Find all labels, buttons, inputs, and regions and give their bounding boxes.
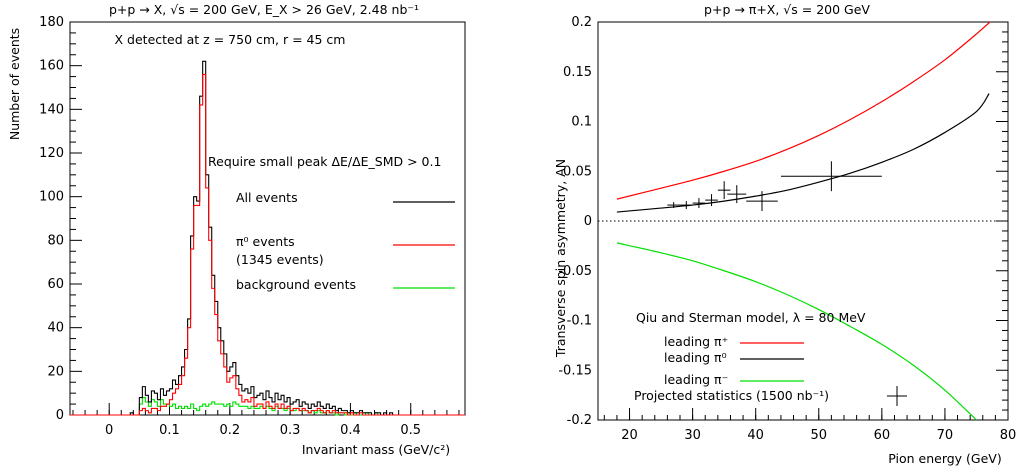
right-y-tick-label: -0.05 — [558, 264, 592, 279]
left-annotation: X detected at z = 750 cm, r = 45 cm — [115, 32, 346, 47]
projected-point — [780, 161, 882, 192]
histogram-pi0 — [70, 73, 465, 416]
right-y-tick-label: 0.15 — [563, 65, 592, 80]
right-x-tick-label: 30 — [684, 428, 701, 443]
left-x-tick-label: 0.3 — [280, 423, 301, 438]
legend-projected-label: Projected statistics (1500 nb⁻¹) — [634, 388, 829, 403]
left-y-tick-label: 0 — [56, 408, 64, 423]
right-x-tick-label: 70 — [937, 428, 954, 443]
left-y-tick-label: 140 — [39, 102, 64, 117]
right-title: p+p → π+X, √s = 200 GeV — [704, 2, 870, 17]
projected-point — [727, 185, 747, 204]
projected-point — [705, 194, 718, 207]
right-x-tick-label: 20 — [621, 428, 638, 443]
histogram-background — [70, 396, 465, 416]
left-panel: p+p → X, √s = 200 GeV, E_X > 26 GeV, 2.4… — [7, 2, 466, 457]
left-axis-ticks: 0 20 40 60 80 100 120 140 160 180 0 0.1 0.2 0.3 0.4 0.5 — [39, 15, 460, 438]
left-y-tick-label: 80 — [47, 233, 64, 248]
left-x-tick-label: 0.1 — [159, 423, 180, 438]
left-histograms — [70, 60, 465, 416]
left-y-tick-label: 20 — [47, 364, 64, 379]
right-y-tick-label: 0.1 — [571, 115, 592, 130]
legend-bg-label: background events — [236, 277, 356, 292]
curve-piplus — [616, 22, 991, 200]
left-x-tick-label: 0 — [105, 423, 113, 438]
left-y-tick-label: 180 — [39, 15, 64, 30]
left-y-tick-label: 40 — [47, 321, 64, 336]
right-legend: Qiu and Sterman model, λ = 80 MeV leadin… — [634, 310, 907, 406]
right-axis-ticks: -0.2 -0.15 -0.1 -0.05 0 0.05 0.1 0.15 0.2 20 30 40 5… — [558, 15, 1016, 443]
left-y-axis-label: Number of events — [7, 28, 22, 140]
right-x-tick-label: 40 — [747, 428, 764, 443]
left-x-tick-label: 0.5 — [400, 423, 421, 438]
left-x-axis-label: Invariant mass (GeV/c²) — [302, 442, 450, 457]
right-x-tick-label: 50 — [810, 428, 827, 443]
left-legend: All events π⁰ events (1345 events) backg… — [236, 190, 455, 292]
legend-piminus-label: leading π⁻ — [664, 372, 728, 387]
left-y-tick-label: 100 — [39, 190, 64, 205]
legend-pizero-label: leading π⁰ — [664, 350, 727, 365]
legend-all-label: All events — [236, 190, 298, 205]
projected-point — [692, 198, 706, 209]
legend-projected-marker — [887, 386, 907, 406]
left-title: p+p → X, √s = 200 GeV, E_X > 26 GeV, 2.4… — [109, 2, 419, 17]
legend-pi0-count: (1345 events) — [236, 252, 324, 267]
projected-points — [667, 161, 882, 212]
right-y-tick-label: 0 — [584, 214, 592, 229]
curve-pizero — [616, 93, 990, 213]
right-x-tick-label: 60 — [874, 428, 891, 443]
right-panel: p+p → π+X, √s = 200 GeV -0.2-0.15-0.1-0.… — [553, 2, 1016, 466]
right-x-axis-label: Pion energy (GeV) — [888, 451, 1002, 466]
left-y-tick-label: 120 — [39, 146, 64, 161]
right-x-tick-label: 80 — [1000, 428, 1017, 443]
right-y-tick-label: -0.1 — [567, 314, 592, 329]
right-y-axis-label: Transverse spin asymmetry, AN — [553, 159, 568, 358]
projected-point — [667, 202, 680, 209]
histogram-all — [70, 60, 465, 416]
left-x-tick-label: 0.4 — [340, 423, 361, 438]
legend-pi0-label: π⁰ events — [236, 234, 295, 249]
right-y-tick-label: -0.2 — [567, 413, 592, 428]
right-y-tick-label: -0.15 — [558, 363, 592, 378]
left-y-tick-label: 60 — [47, 277, 64, 292]
curve-piminus — [616, 242, 977, 420]
legend-piplus-label: leading π⁺ — [664, 334, 728, 349]
legend-model-title: Qiu and Sterman model, λ = 80 MeV — [636, 310, 866, 325]
right-y-tick-label: 0.05 — [563, 164, 592, 179]
projected-point — [717, 181, 731, 200]
right-curves — [616, 22, 991, 420]
left-cut-label: Require small peak ΔE/ΔE_SMD > 0.1 — [208, 154, 441, 169]
projected-point — [746, 191, 778, 212]
left-plot-frame — [69, 21, 466, 416]
projected-point — [680, 201, 693, 210]
left-x-tick-label: 0.2 — [219, 423, 240, 438]
right-y-tick-label: 0.2 — [571, 15, 592, 30]
left-y-tick-label: 160 — [39, 59, 64, 74]
